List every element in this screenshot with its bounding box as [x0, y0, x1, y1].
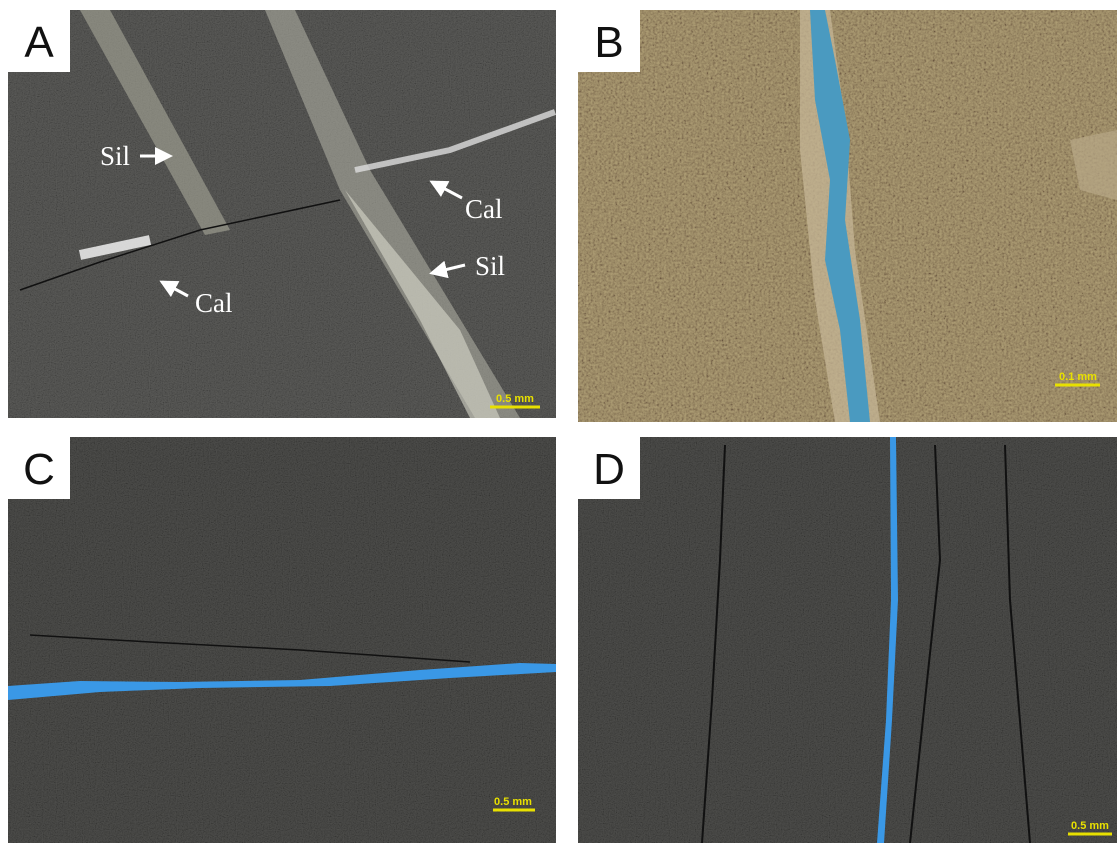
scale-bar-label: 0.1 mm — [1059, 371, 1097, 383]
annotation: Cal — [465, 194, 503, 224]
panel-label: B — [594, 18, 623, 67]
scale-bar-label: 0.5 mm — [494, 796, 532, 808]
figure: A Sil Cal Sil Cal 0.5 mm B 0.1 mm C 0.5 … — [0, 0, 1117, 843]
panel-label: C — [23, 445, 55, 494]
annotation: Cal — [195, 288, 233, 318]
panel-c-image — [8, 437, 556, 843]
panel-d-image — [578, 437, 1117, 843]
panel-b-image — [578, 10, 1117, 422]
panel-label: A — [24, 18, 54, 67]
scale-bar-label: 0.5 mm — [1071, 820, 1109, 832]
panel-label: D — [593, 445, 625, 494]
scale-bar-label: 0.5 mm — [496, 393, 534, 405]
annotation: Sil — [100, 141, 130, 171]
annotation: Sil — [475, 251, 505, 281]
